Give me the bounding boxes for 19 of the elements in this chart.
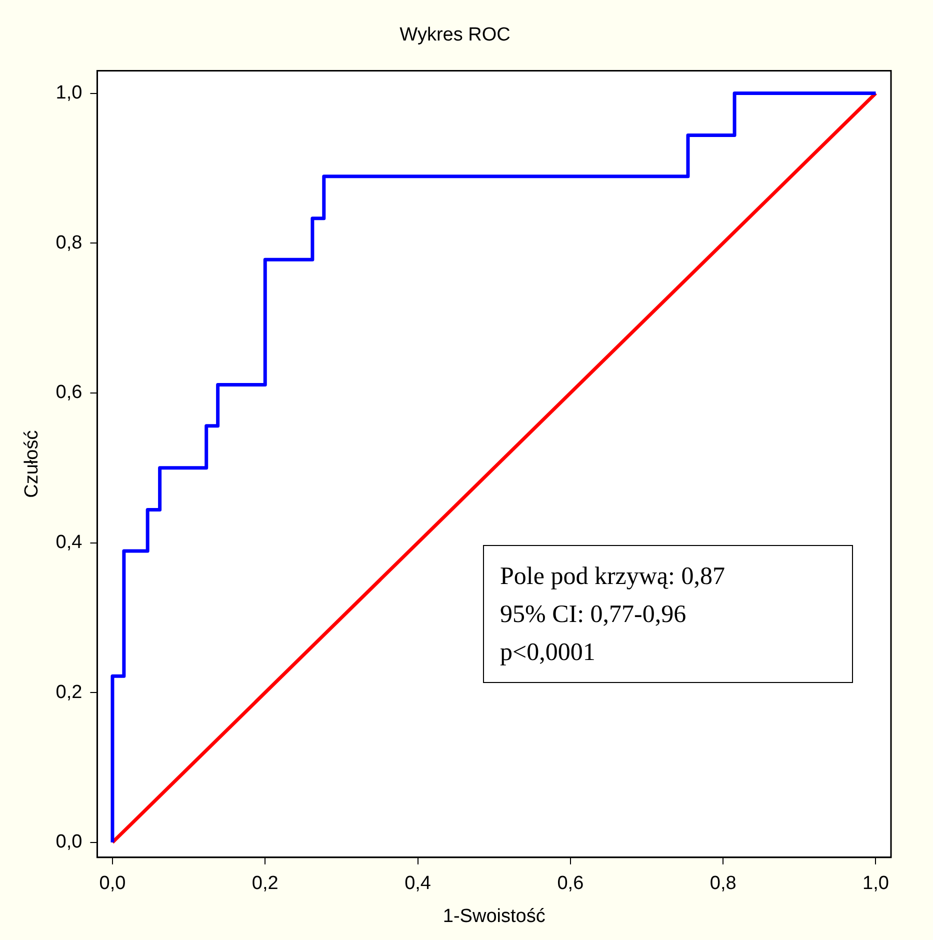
y-tick-label: 0,0 [56, 832, 82, 853]
x-tick-label: 0,0 [99, 873, 126, 894]
y-tick-label: 0,6 [56, 382, 82, 404]
annotation: 95% CI: 0,77-0,96 [500, 600, 688, 630]
x-axis-title: 1-Swoistość [442, 906, 546, 927]
annotation: Pole pod krzywą: 0,87 [500, 562, 726, 592]
y-tick-label: 0,8 [56, 232, 82, 254]
chart-title: Wykres ROC [400, 24, 510, 46]
x-tick-label: 0,8 [710, 873, 736, 894]
y-tick-label: 1,0 [56, 82, 82, 104]
text-box: Pole pod krzywą: 0,87 95% CI: 0,77-0,96 p<0,0001 [483, 545, 853, 683]
x-tick-label: 0,4 [404, 873, 432, 894]
y-tick-label: 0,4 [56, 532, 83, 553]
x-tick-label: 0,6 [557, 873, 584, 894]
annotation: p<0,0001 [500, 638, 596, 668]
y-axis-title: Czułość [22, 430, 43, 498]
x-tick-label: 0,2 [252, 873, 278, 894]
x-tick-label: 1,0 [862, 873, 889, 894]
y-tick-label: 0,2 [56, 682, 82, 703]
